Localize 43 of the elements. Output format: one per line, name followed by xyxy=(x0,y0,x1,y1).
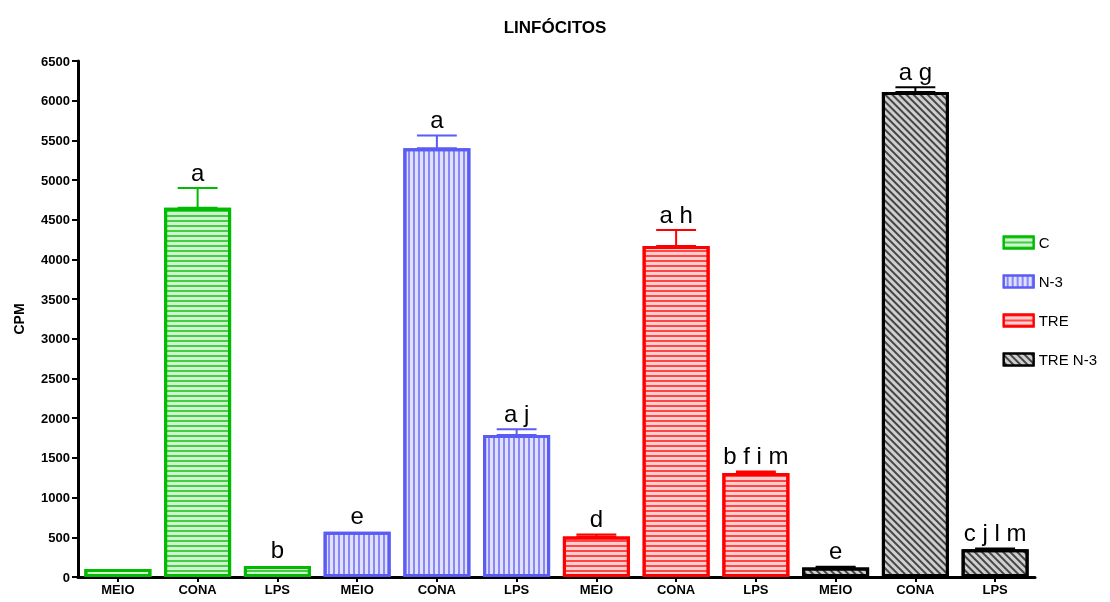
y-tick-label: 3500 xyxy=(41,291,70,307)
y-tick-label: 4000 xyxy=(41,251,70,267)
x-tick-label: LPS xyxy=(503,582,530,597)
chart-title: LINFÓCITOS xyxy=(503,18,607,37)
y-tick-label: 4500 xyxy=(41,212,70,228)
legend-label: C xyxy=(1038,234,1050,251)
legend-label: TRE xyxy=(1038,312,1069,329)
x-tick-label: MEIO xyxy=(101,582,135,597)
x-tick-label: CONA xyxy=(178,582,218,597)
data-label: e xyxy=(350,502,364,530)
x-tick-label: LPS xyxy=(743,582,769,597)
y-tick-label: 0 xyxy=(62,569,70,585)
x-tick-label: MEIO xyxy=(579,582,613,597)
data-label: a xyxy=(190,158,205,186)
data-label: e xyxy=(828,537,843,565)
y-axis-title: CPM xyxy=(11,303,27,335)
y-tick-label: 2500 xyxy=(41,371,70,387)
data-label: c j l m xyxy=(963,518,1027,546)
y-tick-label: 5000 xyxy=(41,172,70,188)
y-tick-label: 3000 xyxy=(41,331,70,347)
y-tick-label: 1000 xyxy=(41,490,70,506)
data-label: a h xyxy=(659,200,693,228)
data-label: b f i m xyxy=(723,441,789,469)
data-label: a g xyxy=(898,57,933,85)
x-tick-label: CONA xyxy=(417,582,457,597)
y-tick-label: 6000 xyxy=(41,93,70,109)
data-label: a xyxy=(430,106,445,134)
data-label: d xyxy=(589,505,604,533)
legend-label: N-3 xyxy=(1038,273,1063,290)
x-tick-label: LPS xyxy=(264,582,291,597)
y-tick-label: 6500 xyxy=(41,53,70,69)
y-tick-label: 500 xyxy=(48,529,70,545)
x-tick-label: CONA xyxy=(656,582,696,597)
y-tick-label: 2000 xyxy=(41,410,70,426)
x-tick-label: MEIO xyxy=(819,582,853,597)
y-tick-label: 5500 xyxy=(41,132,70,148)
data-label: a j xyxy=(503,399,530,427)
data-label: b xyxy=(270,536,285,564)
legend-label: TRE N-3 xyxy=(1038,351,1098,368)
y-tick-label: 1500 xyxy=(41,450,70,466)
x-tick-label: LPS xyxy=(982,582,1009,597)
x-tick-label: CONA xyxy=(896,582,936,597)
x-tick-label: MEIO xyxy=(340,582,374,597)
